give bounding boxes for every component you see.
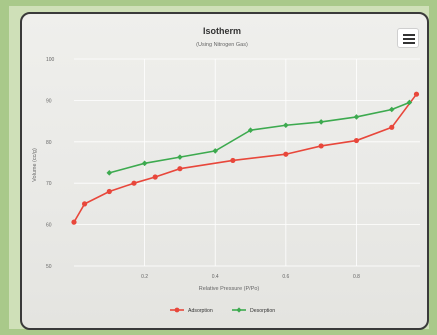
data-point[interactable] [177,154,183,160]
y-tick-label: 70 [46,181,52,187]
x-tick-label: 0.8 [353,274,360,280]
data-point[interactable] [413,91,420,97]
x-tick-label: 0.4 [212,274,219,280]
data-point[interactable] [71,219,77,225]
y-tick-label: 80 [46,140,52,146]
data-point[interactable] [318,143,324,149]
data-point[interactable] [247,127,254,134]
data-point[interactable] [212,148,219,154]
data-point[interactable] [230,157,236,164]
x-axis-ticks: 0.2 0.4 0.6 0.8 [141,274,360,280]
legend: Adsorption Desorption [170,307,275,314]
data-point[interactable] [131,180,137,186]
legend-marker [236,307,242,313]
data-point[interactable] [141,160,148,167]
x-axis-label: Relative Pressure (P/Po) [199,286,260,292]
data-point[interactable] [353,137,360,144]
data-point[interactable] [152,174,158,180]
data-point[interactable] [106,188,112,195]
series-line-adsorption [73,93,418,223]
data-point[interactable] [318,119,324,125]
chart-subtitle: (Using Nitrogen Gas) [196,42,248,48]
y-axis-label: Volume (cc/g) [32,148,38,182]
y-tick-label: 90 [46,98,52,104]
isotherm-chart: Isotherm (Using Nitrogen Gas) 50 60 70 80 90… [32,26,420,314]
y-tick-label: 60 [46,223,52,229]
y-tick-label: 100 [46,57,55,63]
data-point[interactable] [283,122,289,129]
data-point[interactable] [81,201,88,207]
x-tick-label: 0.2 [141,274,148,280]
data-point[interactable] [177,166,183,172]
legend-item-desorption[interactable]: Desorption [232,307,275,314]
chart-menu-button[interactable] [397,28,419,48]
chart-card: Isotherm (Using Nitrogen Gas) 50 60 70 80 90… [20,12,429,330]
x-tick-label: 0.6 [282,274,289,280]
series-layer [71,91,420,225]
legend-marker [174,307,180,313]
data-point[interactable] [106,170,113,176]
data-point[interactable] [406,99,413,106]
data-point[interactable] [283,151,289,157]
data-point[interactable] [353,114,360,120]
chart-title: Isotherm [203,26,241,36]
legend-label: Desorption [250,308,275,314]
grid-lines [74,58,420,267]
hamburger-menu-icon-bar [403,42,415,44]
legend-item-adsorption[interactable]: Adsorption [170,307,213,314]
y-axis-ticks: 50 60 70 80 90 100 [46,57,55,270]
hamburger-menu-icon-bar [403,38,415,40]
data-point[interactable] [388,106,395,113]
y-tick-label: 50 [46,264,52,270]
data-point[interactable] [389,124,395,130]
hamburger-menu-icon [403,34,415,36]
legend-label: Adsorption [188,308,213,314]
series-line-desorption [109,101,410,174]
